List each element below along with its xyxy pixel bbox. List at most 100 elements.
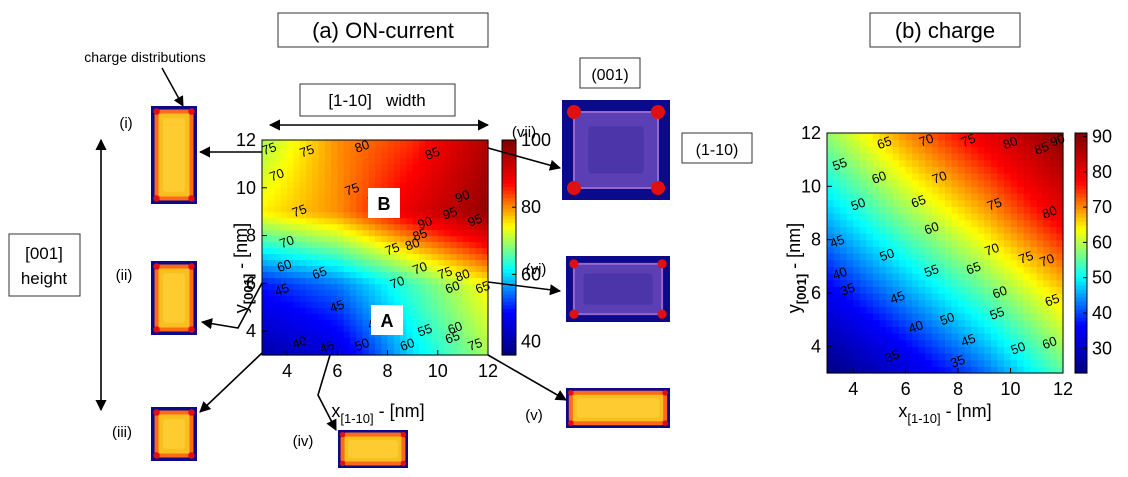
inset-label: (i) — [119, 115, 132, 132]
heatmap-cell — [343, 301, 351, 308]
heatmap-cell — [833, 293, 841, 301]
heatmap-cell — [840, 259, 848, 267]
heatmap-cell — [945, 326, 953, 334]
heatmap-cell — [375, 157, 382, 165]
heatmap-cell — [945, 153, 953, 161]
heatmap-cell — [444, 331, 451, 338]
heatmap-cell — [925, 226, 933, 234]
heatmap-cell — [387, 229, 395, 237]
heatmap-cell — [469, 217, 477, 225]
heatmap-cell — [450, 169, 458, 177]
heatmap-cell — [840, 279, 848, 287]
heatmap-cell — [299, 277, 307, 284]
chart-on-current: 7570758085758090959590857570758060657075… — [231, 130, 551, 426]
heatmap-cell — [481, 331, 489, 338]
colorbar-segment — [502, 240, 516, 245]
heatmap-cell — [349, 265, 357, 272]
heatmap-cell — [1049, 286, 1058, 294]
heatmap-cell — [964, 146, 972, 154]
heatmap-cell — [331, 283, 338, 290]
heatmap-cell — [918, 233, 926, 241]
heatmap-cell — [368, 241, 376, 249]
heatmap-cell — [349, 140, 357, 147]
heatmap-cell — [481, 295, 489, 302]
heatmap-cell — [362, 331, 370, 338]
contour-label: 90 — [415, 213, 434, 232]
heatmap-cell — [368, 157, 376, 165]
heatmap-cell — [1049, 326, 1058, 334]
inset-corner-peak — [569, 309, 579, 319]
colorbar-segment — [1075, 217, 1087, 222]
heatmap-cell — [268, 199, 276, 207]
heatmap-cell — [1010, 359, 1018, 367]
heatmap-cell — [412, 313, 420, 320]
heatmap-cell — [886, 246, 894, 254]
heatmap-cell — [305, 193, 313, 201]
heatmap-cell — [958, 199, 966, 207]
x-tick-label: 4 — [282, 361, 292, 381]
heatmap-cell — [356, 271, 364, 278]
heatmap-cell — [462, 265, 470, 272]
heatmap-cell — [406, 301, 414, 308]
heatmap-cell — [274, 337, 282, 344]
heatmap-cell — [1043, 273, 1051, 281]
colorbar-segment — [1075, 361, 1087, 366]
heatmap-cell — [971, 159, 979, 167]
heatmap-cell — [318, 151, 326, 159]
heatmap-cell — [853, 166, 861, 174]
heatmap-cell — [437, 319, 445, 326]
heatmap-cell — [437, 331, 445, 338]
heatmap-cell — [469, 349, 477, 356]
colorbar-segment — [502, 147, 516, 152]
heatmap-cell — [938, 319, 946, 327]
heatmap-cell — [293, 271, 301, 278]
heatmap-cell — [931, 319, 940, 327]
heatmap-cell — [262, 259, 269, 267]
heatmap-cell — [469, 187, 477, 195]
heatmap-cell — [1017, 313, 1025, 321]
heatmap-cell — [892, 233, 900, 241]
heatmap-cell — [356, 217, 364, 225]
heatmap-cell — [971, 226, 979, 234]
heatmap-cell — [274, 247, 282, 255]
contour-label: 65 — [473, 278, 492, 297]
heatmap-cell — [356, 175, 364, 183]
heatmap-cell — [375, 175, 382, 183]
heatmap-cell — [945, 339, 953, 347]
heatmap-cell — [375, 259, 382, 267]
heatmap-cell — [840, 286, 848, 294]
heatmap-cell — [1023, 359, 1031, 367]
heatmap-cell — [918, 313, 926, 321]
heatmap-cell — [1056, 293, 1064, 301]
contour-label: 65 — [1043, 290, 1062, 309]
heatmap-cell — [343, 265, 351, 272]
heatmap-cell — [469, 247, 477, 255]
heatmap-cell — [931, 239, 940, 247]
heatmap-cell — [971, 313, 979, 321]
heatmap-cell — [1056, 333, 1064, 341]
heatmap-cell — [368, 289, 376, 296]
heatmap-cell — [899, 273, 907, 281]
heatmap-cell — [1030, 139, 1038, 147]
heatmap-cell — [918, 206, 926, 214]
heatmap-cell — [886, 293, 894, 301]
heatmap-cell — [931, 219, 940, 227]
heatmap-cell — [892, 219, 900, 227]
heatmap-cell — [958, 219, 966, 227]
heatmap-cell — [381, 277, 389, 284]
heatmap-cell — [931, 353, 940, 361]
heatmap-cell — [305, 157, 313, 165]
heatmap-cell — [318, 169, 326, 177]
colorbar-segment — [1075, 269, 1087, 274]
heatmap-cell — [349, 319, 357, 326]
heatmap-cell — [886, 299, 894, 307]
heatmap-cell — [381, 175, 389, 183]
heatmap-cell — [1043, 259, 1051, 267]
heatmap-cell — [387, 145, 395, 153]
heatmap-cell — [951, 273, 959, 281]
heatmap-cell — [324, 199, 332, 207]
heatmap-cell — [1010, 366, 1018, 374]
heatmap-cell — [1004, 353, 1012, 361]
heatmap-cell — [293, 151, 301, 159]
heatmap-cell — [912, 166, 920, 174]
